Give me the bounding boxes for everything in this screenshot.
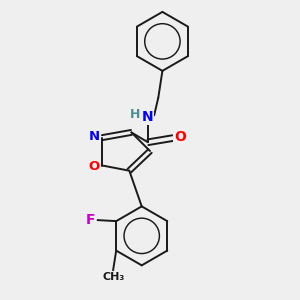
Text: N: N [88, 130, 100, 143]
Text: O: O [174, 130, 186, 144]
Text: CH₃: CH₃ [103, 272, 125, 283]
Text: H: H [130, 108, 141, 121]
Text: F: F [85, 213, 95, 227]
Text: N: N [142, 110, 154, 124]
Text: O: O [88, 160, 100, 173]
